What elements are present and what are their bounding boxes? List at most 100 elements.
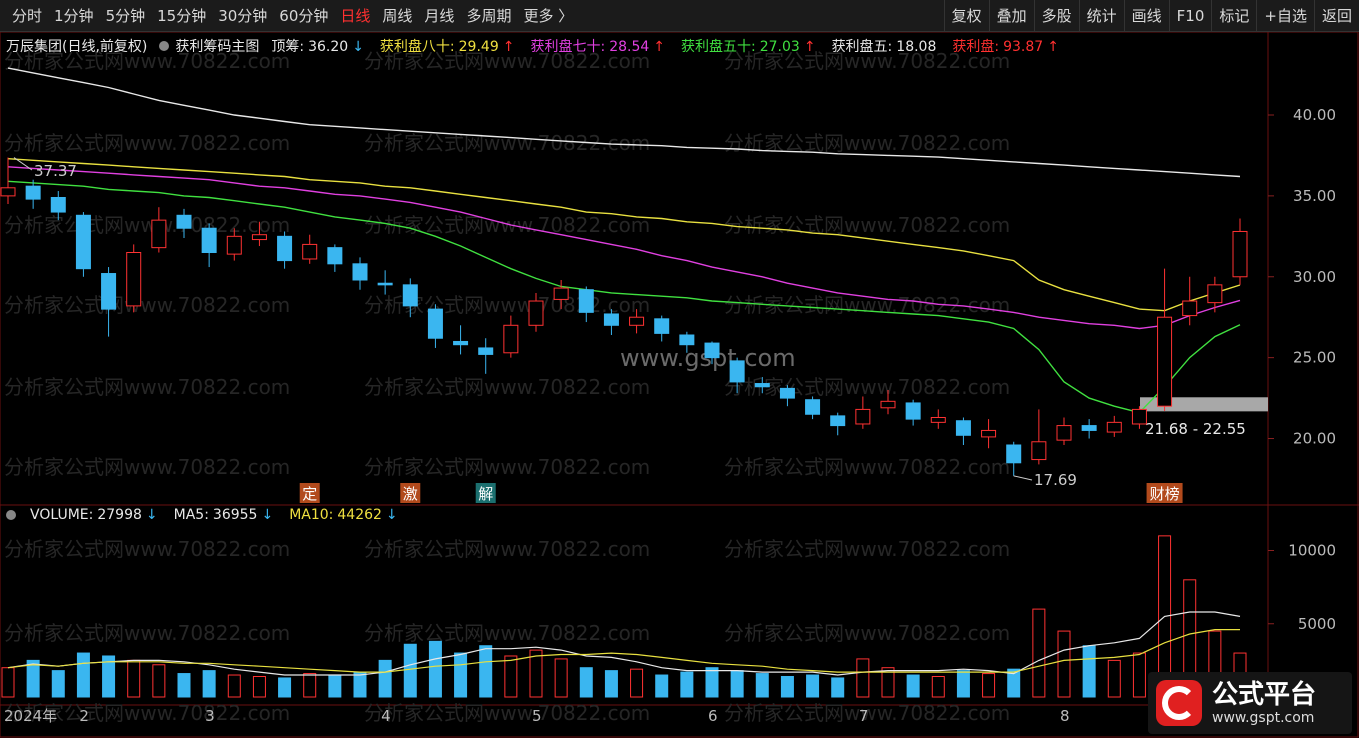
candle-body — [1131, 408, 1147, 425]
period-tab[interactable]: 15分钟 — [157, 7, 207, 25]
readout-value: 44262 — [337, 507, 382, 523]
volume-bar — [378, 659, 392, 698]
candle-body — [754, 383, 770, 388]
volume-icon[interactable] — [6, 510, 16, 520]
volume-bar — [579, 667, 593, 698]
volume-bar — [1007, 668, 1021, 698]
readout-arrow: ↑ — [803, 39, 816, 55]
watermark: 分析家公式网www.70822.com — [724, 455, 1010, 479]
watermark: 分析家公式网www.70822.com — [4, 455, 290, 479]
volume-bar — [655, 674, 669, 698]
tool-button[interactable]: 返回 — [1313, 0, 1359, 31]
candle-body — [151, 219, 167, 249]
x-tick-label: 4 — [381, 707, 391, 725]
tool-button[interactable]: 复权 — [943, 0, 989, 31]
candle-body — [176, 214, 192, 229]
candle-body — [478, 347, 494, 355]
readout-label: 获利盘八十: — [379, 39, 455, 55]
event-box — [475, 483, 496, 503]
price-header: 万辰集团(日线,前复权) 获利筹码主图 顶筹: 36.20 ↓ 获利盘八十: 29.49… — [6, 36, 1067, 56]
candle-body — [352, 263, 368, 281]
tool-button[interactable]: 叠加 — [988, 0, 1034, 31]
watermark: 分析家公式网www.70822.com — [724, 49, 1010, 73]
tool-button[interactable]: +自选 — [1256, 0, 1314, 31]
watermark: 分析家公式网www.70822.com — [724, 621, 1010, 645]
candle-body — [629, 316, 645, 326]
watermark: 分析家公式网www.70822.com — [4, 621, 290, 645]
watermark: 分析家公式网www.70822.com — [364, 213, 650, 237]
period-tab[interactable]: 周线 — [382, 7, 413, 25]
period-tab[interactable]: 1分钟 — [54, 7, 94, 25]
period-tab[interactable]: 月线 — [424, 7, 455, 25]
frame — [0, 31, 1359, 738]
volume-bar — [303, 673, 317, 698]
period-tab[interactable]: 日线 — [340, 7, 371, 25]
candle-body — [1232, 230, 1248, 278]
logo-text: 公式平台 www.gspt.com — [1212, 680, 1316, 726]
volume-bar — [630, 668, 644, 698]
watermark: 分析家公式网www.70822.com — [364, 455, 650, 479]
event-box — [400, 483, 421, 503]
readout-arrow: ↓ — [352, 39, 364, 55]
y-tick-label: 35.00 — [1293, 187, 1336, 205]
volume-bar — [76, 652, 90, 698]
tool-button[interactable]: F10 — [1168, 0, 1212, 31]
period-tab[interactable]: 更多 〉 — [523, 7, 574, 25]
readout-value: 28.54 — [609, 39, 650, 55]
candle-body — [453, 340, 469, 346]
candle-body — [101, 273, 117, 310]
volume-bar — [906, 674, 920, 698]
period-tabs: 分时 1分钟 5分钟 15分钟 30分钟 60分钟 日线 周线 月线 多周期 更多 〉 — [0, 0, 573, 31]
volume-bar — [1132, 652, 1146, 698]
candle-body — [1031, 441, 1047, 461]
y-tick-label: 5000 — [1298, 615, 1336, 633]
watermark: 分析家公式网www.70822.com — [364, 375, 650, 399]
event-label: 解 — [478, 485, 493, 503]
indicator-icon[interactable] — [159, 41, 170, 51]
readout-value: 18.08 — [896, 39, 937, 55]
volume-bar — [529, 649, 543, 698]
candle-body — [427, 308, 443, 339]
volume-bar — [102, 655, 116, 698]
readout: 获利盘七十: 28.54 ↑ — [530, 36, 669, 56]
x-tick-label: 6 — [708, 707, 718, 725]
y-tick-label: 30.00 — [1293, 268, 1336, 286]
event-marker: 激 — [400, 483, 421, 503]
tool-buttons: 复权 叠加 多股 统计 画线 F10 标记 +自选 返回 — [943, 0, 1359, 31]
period-tab[interactable]: 30分钟 — [218, 7, 268, 25]
period-tab[interactable]: 多周期 — [466, 7, 512, 25]
logo: 公式平台 www.gspt.com — [1148, 672, 1352, 734]
readout: 获利盘五: 18.08 — [832, 36, 941, 56]
tool-button[interactable]: 多股 — [1033, 0, 1079, 31]
tool-button[interactable]: 统计 — [1078, 0, 1124, 31]
watermark: 分析家公式网www.70822.com — [4, 49, 290, 73]
readout: 顶筹: 36.20 ↓ — [271, 36, 368, 56]
volume-bar — [202, 670, 216, 698]
candle-body — [805, 399, 821, 415]
tool-button[interactable]: 标记 — [1211, 0, 1256, 31]
watermark: 分析家公式网www.70822.com — [4, 131, 290, 155]
candle-body — [302, 243, 318, 260]
low-label: 17.69 — [1034, 471, 1077, 489]
line — [7, 166, 1241, 330]
tool-button[interactable]: 画线 — [1123, 0, 1169, 31]
watermark: 分析家公式网www.70822.com — [364, 701, 650, 725]
event-label: 激 — [403, 485, 418, 503]
period-tab[interactable]: 分时 — [12, 7, 43, 25]
watermark: 分析家公式网www.70822.com — [364, 49, 650, 73]
volume-bar — [1, 667, 15, 698]
candle-body — [1081, 425, 1097, 431]
candle-body — [905, 402, 921, 420]
candle-body — [1157, 316, 1173, 407]
candle-body — [830, 415, 846, 427]
readout-label: 获利盘五: — [831, 39, 893, 55]
period-tab[interactable]: 60分钟 — [279, 7, 329, 25]
period-tab[interactable]: 5分钟 — [105, 7, 146, 25]
volume-bar — [51, 670, 65, 698]
candle-body — [503, 324, 519, 354]
volume-bar — [403, 643, 417, 698]
volume-bar — [252, 675, 266, 698]
volume-bar — [780, 675, 794, 698]
volume-bar — [554, 658, 568, 698]
